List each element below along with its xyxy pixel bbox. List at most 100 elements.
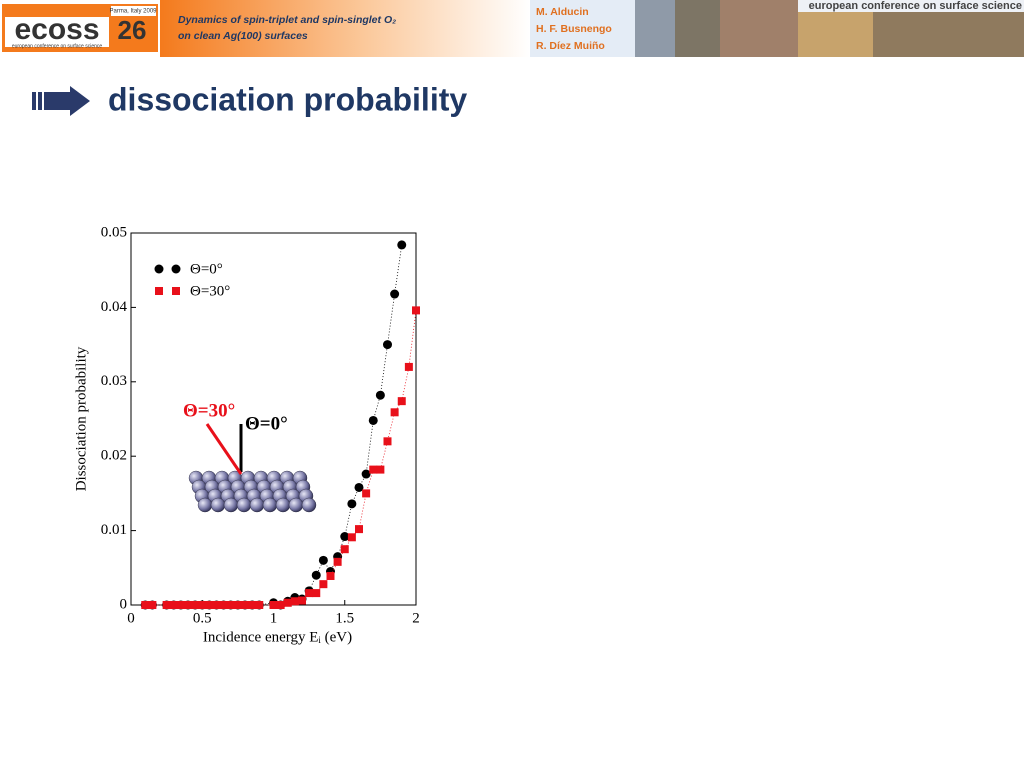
y-tick-label: 0 — [120, 596, 128, 612]
data-point — [375, 390, 385, 400]
photo — [873, 10, 1024, 57]
data-point — [312, 589, 321, 598]
data-point — [412, 306, 420, 315]
data-point — [305, 589, 314, 598]
atom — [275, 497, 291, 513]
data-point — [311, 570, 321, 580]
atom — [301, 497, 317, 513]
y-tick-label: 0.01 — [101, 522, 127, 538]
data-point — [226, 601, 235, 609]
data-point — [255, 601, 264, 609]
data-point — [219, 601, 228, 609]
legend-label: Θ=30° — [190, 283, 230, 299]
data-point — [148, 601, 157, 609]
logo: ecoss — [14, 13, 99, 46]
data-point — [340, 532, 350, 542]
data-point — [212, 601, 221, 609]
y-tick-label: 0.05 — [101, 224, 127, 240]
data-point — [205, 601, 214, 609]
data-point — [368, 415, 378, 425]
logo-caption: european conference on surface science — [12, 43, 103, 49]
incidence-line — [205, 423, 243, 475]
y-axis-label: Dissociation probability — [73, 346, 89, 491]
data-point — [283, 598, 292, 607]
data-point — [141, 601, 150, 609]
annotation: Θ=0° — [245, 413, 288, 434]
y-tick-label: 0.03 — [101, 373, 127, 389]
data-point — [162, 601, 171, 609]
banner: european conference on surface science — [809, 0, 1022, 12]
x-tick-label: 1.5 — [335, 610, 354, 626]
x-tick-label: 2 — [412, 610, 420, 626]
logo-place-bg — [111, 6, 156, 16]
atom — [197, 497, 213, 513]
data-point — [397, 397, 406, 406]
photo — [635, 0, 675, 57]
header-band — [160, 0, 530, 57]
arrow-icon — [32, 92, 36, 110]
photo — [675, 0, 720, 57]
data-point — [319, 580, 328, 589]
data-point — [404, 362, 413, 371]
author: R. Díez Muiño — [536, 40, 605, 52]
author-bg — [530, 0, 635, 57]
talk-title: Dynamics of spin-triplet and spin-single… — [178, 14, 396, 26]
arrow-icon — [44, 86, 90, 116]
data-point — [397, 240, 407, 250]
data-point — [176, 601, 185, 609]
y-tick-label: 0.02 — [101, 448, 127, 464]
x-tick-label: 0.5 — [193, 610, 212, 626]
data-point — [184, 601, 192, 609]
connector-line — [145, 310, 417, 606]
atom — [288, 497, 304, 513]
data-point — [347, 499, 357, 509]
x-tick-label: 0 — [127, 610, 135, 626]
data-point — [383, 340, 392, 350]
annotation: Θ=30° — [183, 400, 235, 421]
arrow-icon — [38, 92, 42, 110]
talk-title: on clean Ag(100) surfaces — [178, 30, 308, 42]
data-point — [362, 489, 371, 498]
data-point — [290, 597, 299, 606]
author: M. Alducin — [536, 6, 589, 18]
data-point — [383, 437, 392, 446]
atom — [223, 497, 239, 513]
legend-label: Θ=0° — [190, 261, 223, 277]
atom — [249, 497, 265, 513]
author: H. F. Busnengo — [536, 23, 612, 35]
y-tick-label: 0.04 — [101, 299, 128, 315]
data-point — [233, 601, 242, 609]
atom — [210, 497, 226, 513]
data-point — [355, 525, 363, 534]
data-point — [276, 601, 285, 609]
photo — [720, 0, 798, 57]
legend-marker — [154, 264, 164, 274]
legend-marker — [171, 264, 181, 274]
data-point — [340, 545, 349, 554]
logo-place: Parma, Italy 2009 — [109, 9, 157, 15]
data-point — [333, 557, 342, 566]
slide-title: dissociation probability — [108, 81, 467, 117]
data-point — [369, 465, 378, 474]
atom — [262, 497, 278, 513]
legend-marker — [172, 287, 180, 295]
data-point — [191, 601, 200, 609]
data-point — [318, 555, 328, 565]
data-point — [298, 596, 306, 605]
logo-box — [5, 17, 109, 47]
data-point — [390, 408, 399, 417]
logo-number: 26 — [118, 15, 147, 45]
data-point — [169, 601, 178, 609]
atom — [236, 497, 252, 513]
legend-marker — [155, 287, 163, 295]
data-point — [376, 465, 385, 474]
banner-bg — [798, 0, 1024, 12]
data-point — [361, 469, 371, 479]
x-tick-label: 1 — [270, 610, 278, 626]
photo — [798, 10, 873, 57]
x-axis-label: Incidence energy Eᵢ (eV) — [203, 629, 352, 645]
data-point — [241, 601, 249, 609]
data-point — [326, 571, 335, 580]
data-point — [347, 533, 356, 542]
